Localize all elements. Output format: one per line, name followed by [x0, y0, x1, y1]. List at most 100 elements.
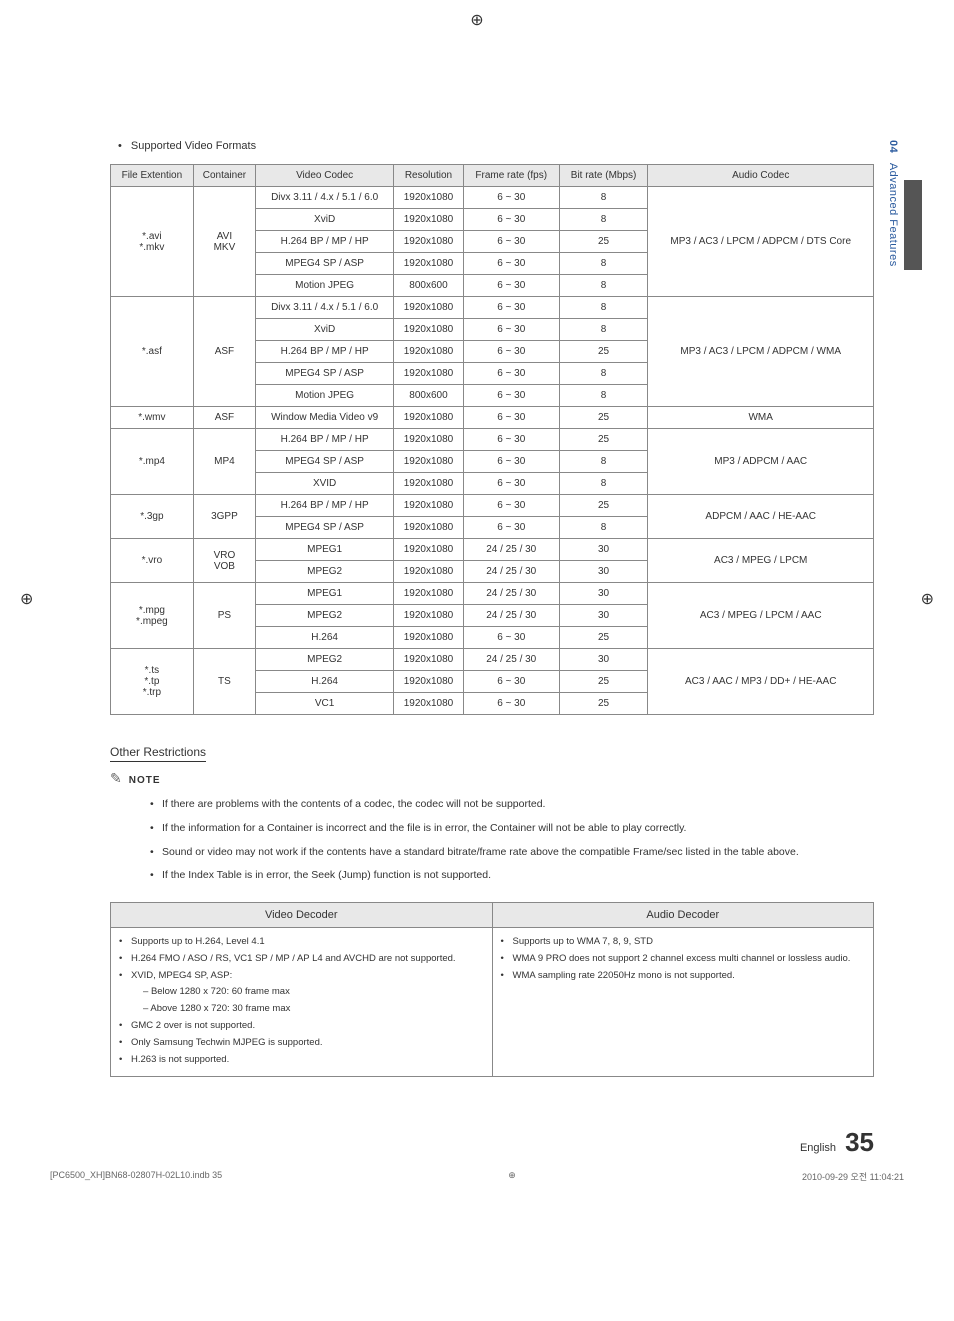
data-cell: 25 — [559, 231, 648, 253]
data-cell: H.264 BP / MP / HP — [256, 231, 394, 253]
data-cell: 6 ~ 30 — [463, 253, 559, 275]
data-cell: 1920x1080 — [394, 693, 464, 715]
restrictions-title: Other Restrictions — [110, 745, 206, 762]
table-row: *.3gp3GPPH.264 BP / MP / HP1920x10806 ~ … — [111, 495, 874, 517]
data-cell: H.264 — [256, 627, 394, 649]
chapter-tab: 04 Advanced Features — [887, 140, 899, 267]
decoder-item: Only Samsung Techwin MJPEG is supported. — [119, 1035, 484, 1050]
data-cell: 24 / 25 / 30 — [463, 605, 559, 627]
data-cell: 6 ~ 30 — [463, 495, 559, 517]
data-cell: 25 — [559, 671, 648, 693]
data-cell: 1920x1080 — [394, 473, 464, 495]
data-cell: 30 — [559, 649, 648, 671]
note-item: If there are problems with the contents … — [150, 797, 874, 813]
data-cell: 1920x1080 — [394, 649, 464, 671]
data-cell: 6 ~ 30 — [463, 671, 559, 693]
note-icon: ✎ — [110, 770, 122, 786]
data-cell: MPEG2 — [256, 605, 394, 627]
data-cell: 6 ~ 30 — [463, 319, 559, 341]
print-footer-center: ⊕ — [508, 1170, 516, 1183]
audio-codec-cell: WMA — [648, 407, 874, 429]
data-cell: 1920x1080 — [394, 231, 464, 253]
decoder-item: XVID, MPEG4 SP, ASP:Below 1280 x 720: 60… — [119, 968, 484, 1016]
registration-mark-left: ⊕ — [20, 589, 33, 609]
fmt-header: Bit rate (Mbps) — [559, 165, 648, 187]
audio-codec-cell: MP3 / AC3 / LPCM / ADPCM / DTS Core — [648, 187, 874, 297]
fmt-header: Audio Codec — [648, 165, 874, 187]
data-cell: 6 ~ 30 — [463, 517, 559, 539]
data-cell: 1920x1080 — [394, 605, 464, 627]
container-cell: ASF — [193, 297, 255, 407]
section-heading: Supported Video Formats — [110, 140, 874, 152]
table-row: *.mp4MP4H.264 BP / MP / HP1920x10806 ~ 3… — [111, 429, 874, 451]
data-cell: MPEG2 — [256, 561, 394, 583]
fmt-header: Resolution — [394, 165, 464, 187]
page-number: 35 — [845, 1127, 874, 1157]
data-cell: H.264 BP / MP / HP — [256, 341, 394, 363]
data-cell: MPEG4 SP / ASP — [256, 451, 394, 473]
audio-codec-cell: ADPCM / AAC / HE-AAC — [648, 495, 874, 539]
data-cell: 6 ~ 30 — [463, 209, 559, 231]
data-cell: 6 ~ 30 — [463, 187, 559, 209]
fmt-header: File Extention — [111, 165, 194, 187]
data-cell: 8 — [559, 297, 648, 319]
file-extension-cell: *.mp4 — [111, 429, 194, 495]
container-cell: MP4 — [193, 429, 255, 495]
data-cell: 1920x1080 — [394, 561, 464, 583]
audio-decoder-list: Supports up to WMA 7, 8, 9, STDWMA 9 PRO… — [501, 934, 866, 984]
data-cell: XVID — [256, 473, 394, 495]
data-cell: MPEG1 — [256, 539, 394, 561]
data-cell: 1920x1080 — [394, 451, 464, 473]
note-item: If the information for a Container is in… — [150, 821, 874, 837]
data-cell: 1920x1080 — [394, 209, 464, 231]
data-cell: 30 — [559, 561, 648, 583]
data-cell: 1920x1080 — [394, 363, 464, 385]
registration-mark-top: ⊕ — [470, 10, 483, 30]
decoder-item: H.263 is not supported. — [119, 1052, 484, 1067]
chapter-number: 04 — [887, 140, 899, 153]
table-row: *.avi*.mkvAVIMKVDivx 3.11 / 4.x / 5.1 / … — [111, 187, 874, 209]
note-item: If the Index Table is in error, the Seek… — [150, 868, 874, 884]
data-cell: 6 ~ 30 — [463, 341, 559, 363]
data-cell: 800x600 — [394, 275, 464, 297]
data-cell: 25 — [559, 693, 648, 715]
audio-codec-cell: MP3 / AC3 / LPCM / ADPCM / WMA — [648, 297, 874, 407]
data-cell: 8 — [559, 187, 648, 209]
data-cell: MPEG4 SP / ASP — [256, 517, 394, 539]
data-cell: 24 / 25 / 30 — [463, 539, 559, 561]
table-row: *.ts*.tp*.trpTSMPEG21920x108024 / 25 / 3… — [111, 649, 874, 671]
data-cell: 1920x1080 — [394, 297, 464, 319]
thumb-index-bar — [904, 180, 922, 270]
data-cell: Divx 3.11 / 4.x / 5.1 / 6.0 — [256, 297, 394, 319]
decoder-header-video: Video Decoder — [111, 903, 493, 928]
table-row: *.asfASFDivx 3.11 / 4.x / 5.1 / 6.01920x… — [111, 297, 874, 319]
fmt-header: Frame rate (fps) — [463, 165, 559, 187]
data-cell: 8 — [559, 319, 648, 341]
decoder-item: Supports up to H.264, Level 4.1 — [119, 934, 484, 949]
decoder-item: Supports up to WMA 7, 8, 9, STD — [501, 934, 866, 949]
decoder-table: Video Decoder Audio Decoder Supports up … — [110, 902, 874, 1077]
data-cell: 800x600 — [394, 385, 464, 407]
file-extension-cell: *.avi*.mkv — [111, 187, 194, 297]
data-cell: 30 — [559, 539, 648, 561]
data-cell: VC1 — [256, 693, 394, 715]
data-cell: 1920x1080 — [394, 517, 464, 539]
data-cell: Motion JPEG — [256, 385, 394, 407]
container-cell: TS — [193, 649, 255, 715]
chapter-title: Advanced Features — [887, 163, 899, 267]
data-cell: 30 — [559, 583, 648, 605]
data-cell: Divx 3.11 / 4.x / 5.1 / 6.0 — [256, 187, 394, 209]
data-cell: 8 — [559, 385, 648, 407]
notes-list: If there are problems with the contents … — [110, 797, 874, 884]
data-cell: MPEG4 SP / ASP — [256, 253, 394, 275]
data-cell: 6 ~ 30 — [463, 451, 559, 473]
file-extension-cell: *.ts*.tp*.trp — [111, 649, 194, 715]
audio-codec-cell: AC3 / AAC / MP3 / DD+ / HE-AAC — [648, 649, 874, 715]
data-cell: 6 ~ 30 — [463, 231, 559, 253]
data-cell: 8 — [559, 253, 648, 275]
data-cell: 8 — [559, 363, 648, 385]
video-decoder-list: Supports up to H.264, Level 4.1H.264 FMO… — [119, 934, 484, 1068]
file-extension-cell: *.mpg*.mpeg — [111, 583, 194, 649]
data-cell: 1920x1080 — [394, 187, 464, 209]
data-cell: H.264 BP / MP / HP — [256, 429, 394, 451]
